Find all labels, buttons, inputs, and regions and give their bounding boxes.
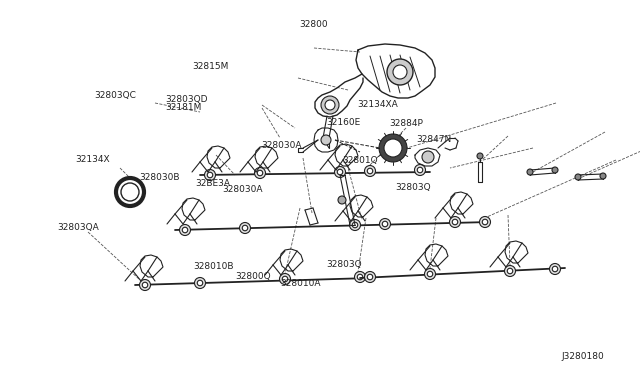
Circle shape (384, 139, 402, 157)
Circle shape (282, 276, 288, 282)
Circle shape (415, 164, 426, 176)
Text: 32800Q: 32800Q (236, 272, 271, 280)
Text: 32803QA: 32803QA (58, 223, 99, 232)
Text: 32BE3A: 32BE3A (195, 179, 230, 187)
Circle shape (449, 217, 461, 228)
Circle shape (239, 222, 250, 234)
Circle shape (365, 272, 376, 282)
Text: 32815M: 32815M (192, 62, 228, 71)
Circle shape (477, 153, 483, 159)
Circle shape (357, 274, 363, 280)
Text: 32803Q: 32803Q (396, 183, 431, 192)
Circle shape (527, 169, 533, 175)
Circle shape (349, 219, 360, 231)
Circle shape (479, 217, 490, 228)
Circle shape (483, 219, 488, 225)
Circle shape (280, 273, 291, 285)
Circle shape (508, 268, 513, 274)
Circle shape (550, 263, 561, 275)
Circle shape (255, 167, 266, 179)
Circle shape (325, 100, 335, 110)
Circle shape (552, 167, 558, 173)
Circle shape (575, 174, 581, 180)
Circle shape (142, 282, 148, 288)
Circle shape (140, 279, 150, 291)
Circle shape (417, 167, 423, 173)
Text: 328010A: 328010A (280, 279, 321, 288)
Text: 32801Q: 32801Q (342, 156, 378, 165)
Circle shape (205, 170, 216, 180)
Circle shape (207, 172, 212, 178)
Circle shape (367, 274, 372, 280)
Circle shape (257, 170, 263, 176)
Circle shape (452, 219, 458, 225)
Text: 32847N: 32847N (416, 135, 451, 144)
Circle shape (600, 173, 606, 179)
Circle shape (365, 166, 376, 176)
Circle shape (352, 222, 358, 228)
Text: 32134XA: 32134XA (357, 100, 398, 109)
Circle shape (424, 269, 435, 279)
Text: 328010B: 328010B (193, 262, 234, 271)
Text: 328030B: 328030B (140, 173, 180, 182)
Text: J3280180: J3280180 (562, 352, 605, 361)
Circle shape (379, 134, 407, 162)
Circle shape (321, 96, 339, 114)
Circle shape (382, 221, 388, 227)
Circle shape (552, 266, 557, 272)
Circle shape (338, 196, 346, 204)
Circle shape (197, 280, 203, 286)
Text: 32134X: 32134X (76, 155, 110, 164)
Circle shape (355, 272, 365, 282)
Circle shape (367, 168, 372, 174)
Circle shape (393, 65, 407, 79)
Text: 32160E: 32160E (326, 118, 361, 126)
Circle shape (504, 266, 515, 276)
Circle shape (179, 224, 191, 235)
Text: 32803QD: 32803QD (165, 95, 207, 104)
Circle shape (387, 59, 413, 85)
Circle shape (422, 151, 434, 163)
Circle shape (335, 167, 346, 177)
Text: 32803QC: 32803QC (95, 92, 136, 100)
Circle shape (428, 271, 433, 277)
Text: 32800: 32800 (300, 20, 328, 29)
Text: 328030A: 328030A (261, 141, 301, 150)
Circle shape (243, 225, 248, 231)
Circle shape (182, 227, 188, 233)
Circle shape (321, 135, 331, 145)
Circle shape (337, 169, 343, 175)
Text: 32803Q: 32803Q (326, 260, 362, 269)
Circle shape (195, 278, 205, 289)
Text: 32884P: 32884P (389, 119, 423, 128)
Text: 328030A: 328030A (223, 185, 263, 194)
Circle shape (380, 218, 390, 230)
Text: 32181M: 32181M (165, 103, 202, 112)
